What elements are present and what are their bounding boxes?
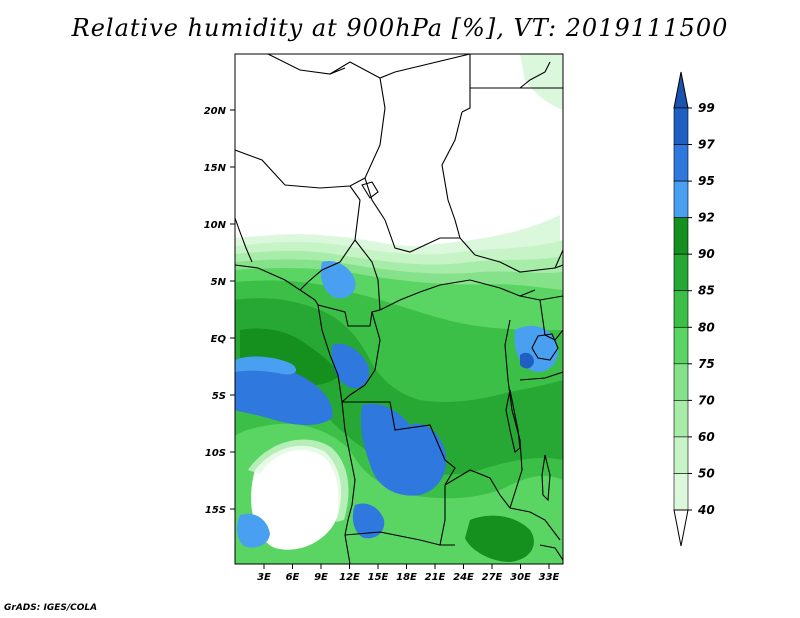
rh-40-region-northeast (520, 54, 563, 110)
colorbar-segment (673, 107, 689, 145)
latitude-axis: 20N 15N 10N 5N EQ 5S 10S 15S (204, 106, 235, 516)
lon-tick-label: 27E (482, 572, 503, 583)
border-chad-car (384, 219, 460, 253)
lon-tick-label: 9E (314, 572, 328, 583)
longitude-axis: 3E 6E 9E 12E 15E 18E 21E 24E 27E 30E 33E (257, 564, 560, 583)
colorbar-under-arrow (673, 509, 689, 547)
border-zambia-malawi (509, 507, 561, 541)
moist-rim-southwest (248, 439, 349, 522)
lake-chad (361, 181, 379, 199)
border-niger-chad (329, 67, 346, 75)
border-angola-zambia (439, 485, 455, 546)
colorbar-segment (673, 473, 689, 511)
border-mozambique (539, 544, 563, 561)
lat-tick-label: 10N (204, 220, 227, 231)
rh-97-region-atlantic (235, 365, 333, 425)
lake-malawi (541, 454, 551, 502)
border-drc-east (504, 319, 523, 509)
border-libya-niger (267, 54, 471, 79)
rh-95-region-atlantic (235, 356, 297, 375)
colorbar-segment (673, 363, 689, 401)
lon-tick-label: 18E (396, 572, 417, 583)
colorbar-label: 90 (698, 247, 715, 261)
colorbar-label: 85 (698, 284, 715, 298)
border-angola-namibia (344, 531, 441, 546)
lat-tick-label: 5N (211, 277, 227, 288)
country-borders (235, 54, 563, 561)
border-car-drc (379, 279, 536, 311)
plot-frame (234, 53, 564, 565)
border-cameroon-car (354, 239, 381, 311)
colorbar-label: 95 (698, 174, 715, 188)
humidity-field (235, 54, 563, 564)
border-ethiopia (554, 264, 563, 269)
lon-tick-label: 15E (368, 572, 389, 583)
border-sudan-southsudan (474, 249, 563, 273)
colorbar-label: 70 (698, 393, 715, 407)
lon-tick-label: 21E (425, 572, 446, 583)
colorbar: 99 97 95 92 90 85 80 75 70 60 50 40 (673, 71, 715, 547)
colorbar-label: 99 (698, 101, 715, 115)
rh-95-region-cameroon (320, 260, 356, 299)
colorbar-segment (673, 326, 689, 365)
rh-95-region-southwest (236, 513, 270, 548)
lat-tick-label: 5S (212, 391, 226, 402)
dry-pocket-southwest (251, 445, 342, 550)
border-niger-nigeria (235, 149, 366, 189)
border-chad-niger (364, 77, 386, 221)
colorbar-label: 60 (698, 430, 715, 444)
lat-tick-label: 20N (204, 106, 227, 117)
colorbar-segment (673, 400, 689, 438)
coastline-gulf-of-guinea (235, 264, 356, 564)
lake-tanganyika (505, 389, 521, 453)
coastlines (235, 61, 559, 564)
red-sea-coast (519, 61, 551, 89)
colorbar-segment (673, 217, 689, 255)
border-tanzania (519, 371, 563, 381)
colorbar-label: 40 (697, 503, 715, 517)
lat-tick-label: 15N (204, 163, 227, 174)
border-drc-zambia (444, 469, 511, 509)
lake-victoria (531, 333, 559, 361)
border-drc-angola (342, 401, 456, 486)
lat-tick-label: 10S (205, 448, 226, 459)
colorbar-segment (673, 253, 689, 292)
colorbar-label: 75 (698, 357, 715, 371)
colorbar-label: 80 (698, 320, 715, 334)
rh-97-region-gabon (331, 343, 370, 389)
rh-92-region-southeast (465, 515, 534, 562)
colorbar-label: 92 (698, 211, 715, 225)
colorbar-segment (673, 436, 689, 474)
border-gabon-congo (317, 304, 381, 327)
lat-tick-label: EQ (211, 334, 227, 345)
lon-tick-label: 12E (339, 572, 360, 583)
rh-85-region (235, 298, 563, 475)
colorbar-segment (673, 290, 689, 328)
rh-97-region-angola (352, 503, 385, 539)
lon-tick-label: 3E (257, 572, 271, 583)
border-nigeria-cameroon (299, 185, 361, 291)
lon-tick-label: 24E (453, 572, 474, 583)
border-kenya (539, 299, 563, 341)
lon-tick-label: 30E (510, 572, 531, 583)
colorbar-segment (673, 144, 689, 182)
colorbar-over-arrow (673, 71, 689, 109)
rh-99-region-small (520, 352, 534, 369)
colorbar-segment (673, 180, 689, 218)
colorbar-label: 50 (698, 466, 715, 480)
border-congo-drc (341, 311, 381, 403)
coastline-west-africa (235, 217, 253, 263)
rh-97-region-congo (360, 403, 447, 496)
lon-tick-label: 6E (286, 572, 300, 583)
lat-tick-label: 15S (205, 505, 226, 516)
lon-tick-label: 33E (539, 572, 560, 583)
map-title: Relative humidity at 900hPa [%], VT: 201… (71, 14, 729, 42)
colorbar-label: 97 (698, 138, 715, 152)
credit-text: GrADS: IGES/COLA (4, 603, 98, 613)
border-libya-sudan (461, 54, 471, 113)
